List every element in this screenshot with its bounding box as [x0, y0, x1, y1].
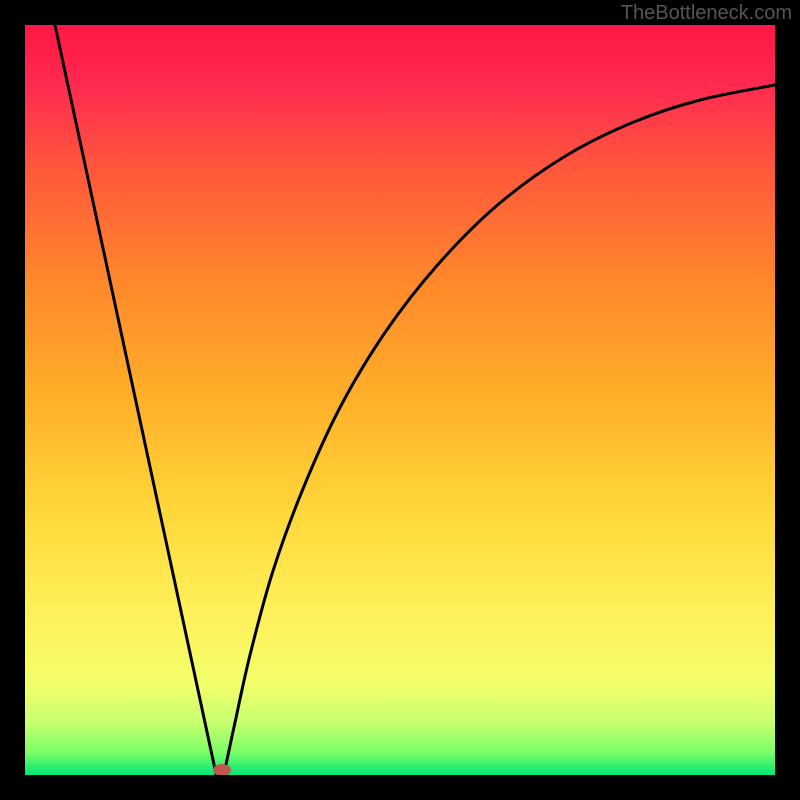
v-curve [25, 25, 775, 775]
plot-area [25, 25, 775, 775]
watermark-text: TheBottleneck.com [621, 2, 792, 25]
curve-right-segment [224, 85, 775, 775]
curve-left-segment [55, 25, 216, 775]
figure-frame: TheBottleneck.com [0, 0, 800, 800]
minimum-marker [213, 764, 231, 775]
